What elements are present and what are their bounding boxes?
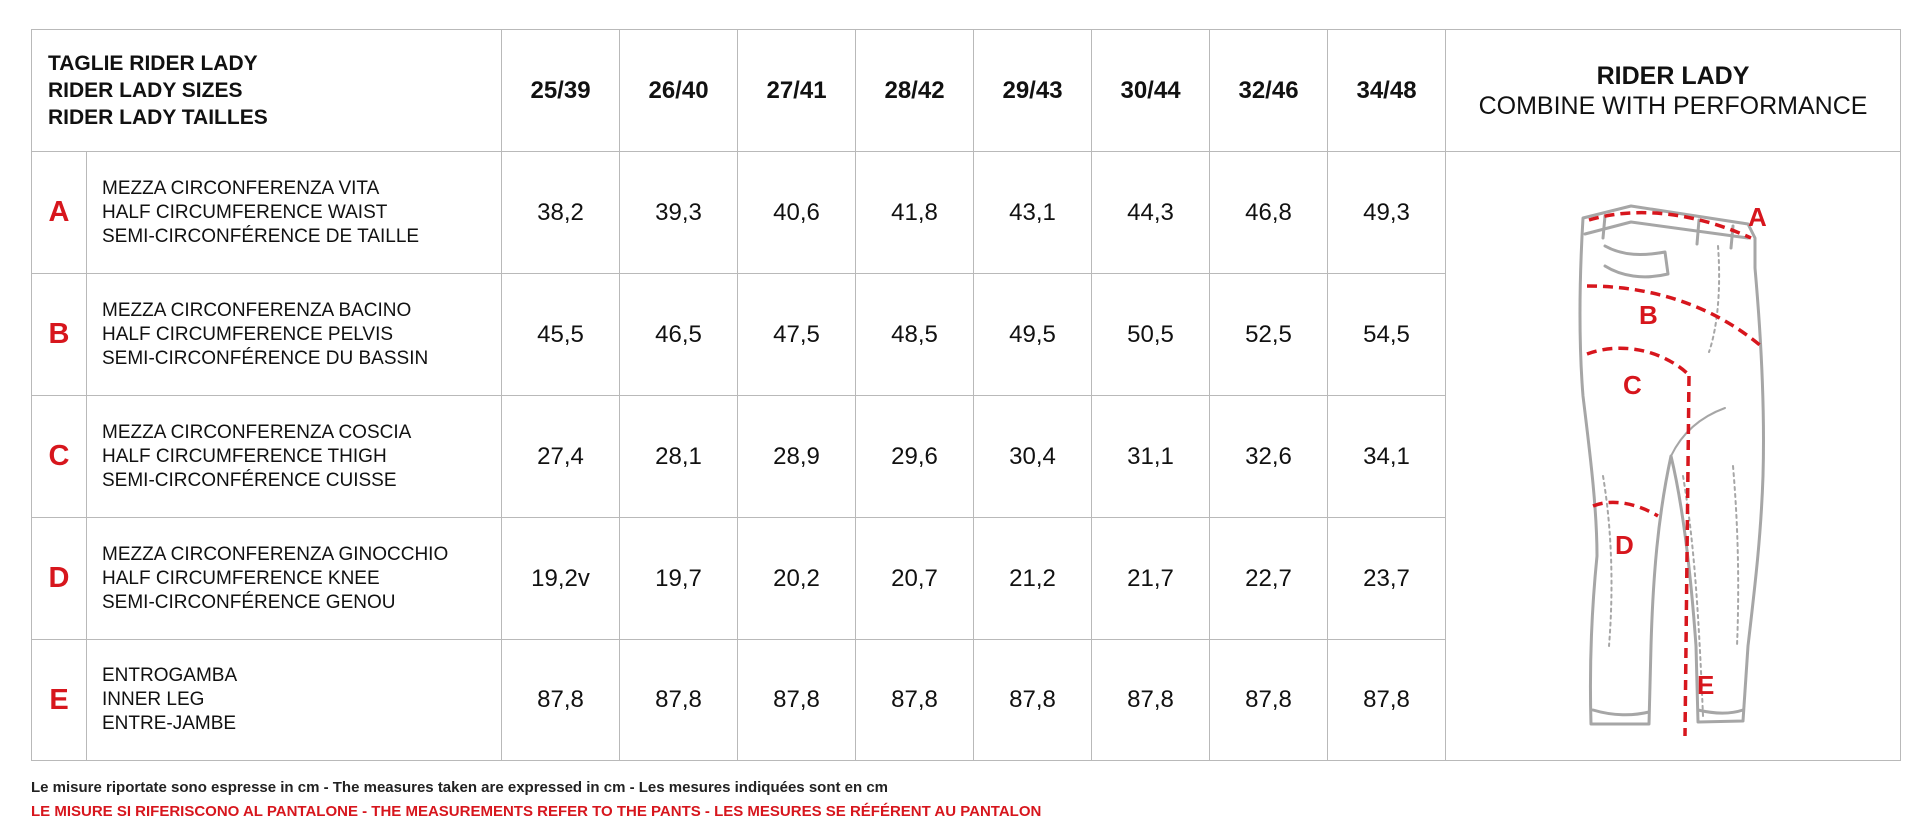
desc-line: MEZZA CIRCONFERENZA GINOCCHIO (102, 543, 449, 565)
table-title: TAGLIE RIDER LADY RIDER LADY SIZES RIDER… (30, 29, 503, 152)
size-header: 27/41 (737, 29, 857, 152)
pants-measurement-icon: A B C D E (1578, 202, 1767, 736)
diagram-label-e: E (1697, 670, 1714, 700)
measure-value: 29,6 (855, 395, 975, 518)
diagram-label-c: C (1623, 370, 1642, 400)
measure-value: 45,5 (501, 273, 621, 396)
measure-letter: C (31, 395, 87, 518)
title-line-it: TAGLIE RIDER LADY (48, 52, 258, 75)
desc-line: MEZZA CIRCONFERENZA BACINO (102, 299, 412, 321)
measure-value: 87,8 (855, 639, 975, 761)
size-header: 30/44 (1091, 29, 1211, 152)
table-row: D MEZZA CIRCONFERENZA GINOCCHIO HALF CIR… (31, 517, 1901, 640)
measure-letter: A (31, 151, 87, 274)
measure-value: 87,8 (501, 639, 621, 761)
footer-warning: LE MISURE SI RIFERISCONO AL PANTALONE - … (31, 803, 1042, 820)
measure-value: 49,5 (973, 273, 1093, 396)
measure-value: 20,2 (737, 517, 857, 640)
measure-value: 19,2v (501, 517, 621, 640)
title-line-fr: RIDER LADY TAILLES (48, 106, 268, 129)
size-header: 28/42 (855, 29, 975, 152)
desc-line: MEZZA CIRCONFERENZA COSCIA (102, 421, 412, 443)
desc-line: HALF CIRCUMFERENCE THIGH (102, 445, 387, 467)
pants-diagram-cell: A B C D E (1445, 151, 1902, 761)
desc-line: ENTROGAMBA (102, 665, 238, 686)
measure-value: 22,7 (1209, 517, 1329, 640)
measure-value: 46,5 (619, 273, 739, 396)
diagram-label-a: A (1748, 202, 1767, 232)
measure-value: 87,8 (1327, 639, 1447, 761)
measure-value: 87,8 (737, 639, 857, 761)
measure-description: MEZZA CIRCONFERENZA BACINO HALF CIRCUMFE… (85, 273, 503, 396)
diagram-label-b: B (1639, 300, 1658, 330)
measure-value: 30,4 (973, 395, 1093, 518)
measure-value: 19,7 (619, 517, 739, 640)
desc-line: HALF CIRCUMFERENCE WAIST (102, 201, 388, 223)
desc-line: HALF CIRCUMFERENCE KNEE (102, 567, 380, 589)
measure-value: 48,5 (855, 273, 975, 396)
title-line-en: RIDER LADY SIZES (48, 79, 243, 102)
size-header: 34/48 (1327, 29, 1447, 152)
table-row: B MEZZA CIRCONFERENZA BACINO HALF CIRCUM… (31, 273, 1901, 396)
measure-value: 43,1 (973, 151, 1093, 274)
measure-value: 54,5 (1327, 273, 1447, 396)
measure-description: MEZZA CIRCONFERENZA COSCIA HALF CIRCUMFE… (85, 395, 503, 518)
measure-value: 40,6 (737, 151, 857, 274)
desc-line: ENTRE-JAMBE (102, 713, 237, 734)
measure-value: 87,8 (619, 639, 739, 761)
measure-value: 46,8 (1209, 151, 1329, 274)
measure-description: ENTROGAMBA INNER LEG ENTRE-JAMBE (85, 639, 503, 761)
measure-value: 87,8 (973, 639, 1093, 761)
measure-value: 87,8 (1091, 639, 1211, 761)
product-header: RIDER LADY COMBINE WITH PERFORMANCE (1445, 29, 1902, 152)
measure-value: 23,7 (1327, 517, 1447, 640)
measure-value: 28,9 (737, 395, 857, 518)
measure-value: 20,7 (855, 517, 975, 640)
footer-note: Le misure riportate sono espresse in cm … (31, 779, 888, 796)
measure-value: 38,2 (501, 151, 621, 274)
measure-value: 50,5 (1091, 273, 1211, 396)
measure-value: 49,3 (1327, 151, 1447, 274)
measure-value: 31,1 (1091, 395, 1211, 518)
measure-letter: D (31, 517, 87, 640)
measure-value: 41,8 (855, 151, 975, 274)
product-subtitle: COMBINE WITH PERFORMANCE (1478, 91, 1868, 120)
desc-line: SEMI-CIRCONFÉRENCE DU BASSIN (102, 347, 429, 369)
size-header: 29/43 (973, 29, 1093, 152)
diagram-label-d: D (1615, 530, 1634, 560)
measure-value: 44,3 (1091, 151, 1211, 274)
desc-line: INNER LEG (102, 689, 205, 710)
measure-value: 39,3 (619, 151, 739, 274)
size-header: 32/46 (1209, 29, 1329, 152)
table-row: E ENTROGAMBA INNER LEG ENTRE-JAMBE 87,8 … (31, 639, 1901, 761)
measure-letter: E (31, 639, 87, 761)
measure-value: 21,7 (1091, 517, 1211, 640)
measure-value: 27,4 (501, 395, 621, 518)
desc-line: SEMI-CIRCONFÉRENCE CUISSE (102, 469, 397, 491)
measure-value: 52,5 (1209, 273, 1329, 396)
size-chart-table: TAGLIE RIDER LADY RIDER LADY SIZES RIDER… (30, 29, 1902, 761)
header-row: TAGLIE RIDER LADY RIDER LADY SIZES RIDER… (30, 29, 1902, 152)
size-header: 25/39 (501, 29, 621, 152)
table-row: A MEZZA CIRCONFERENZA VITA HALF CIRCUMFE… (31, 151, 1902, 761)
measure-letter: B (31, 273, 87, 396)
desc-line: SEMI-CIRCONFÉRENCE GENOU (102, 591, 396, 613)
desc-line: MEZZA CIRCONFERENZA VITA (102, 177, 380, 199)
measure-value: 47,5 (737, 273, 857, 396)
measure-value: 34,1 (1327, 395, 1447, 518)
desc-line: HALF CIRCUMFERENCE PELVIS (102, 323, 394, 345)
measure-description: MEZZA CIRCONFERENZA GINOCCHIO HALF CIRCU… (85, 517, 503, 640)
measure-value: 21,2 (973, 517, 1093, 640)
measure-value: 28,1 (619, 395, 739, 518)
measure-value: 32,6 (1209, 395, 1329, 518)
measure-value: 87,8 (1209, 639, 1329, 761)
table-row: C MEZZA CIRCONFERENZA COSCIA HALF CIRCUM… (31, 395, 1901, 518)
measure-description: MEZZA CIRCONFERENZA VITA HALF CIRCUMFERE… (85, 151, 503, 274)
size-header: 26/40 (619, 29, 739, 152)
product-name: RIDER LADY (1596, 61, 1750, 90)
desc-line: SEMI-CIRCONFÉRENCE DE TAILLE (102, 225, 420, 247)
